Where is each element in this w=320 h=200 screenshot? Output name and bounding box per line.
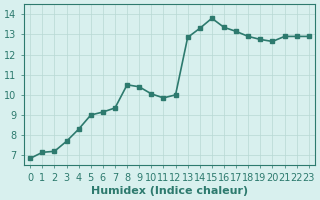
X-axis label: Humidex (Indice chaleur): Humidex (Indice chaleur) bbox=[91, 186, 248, 196]
